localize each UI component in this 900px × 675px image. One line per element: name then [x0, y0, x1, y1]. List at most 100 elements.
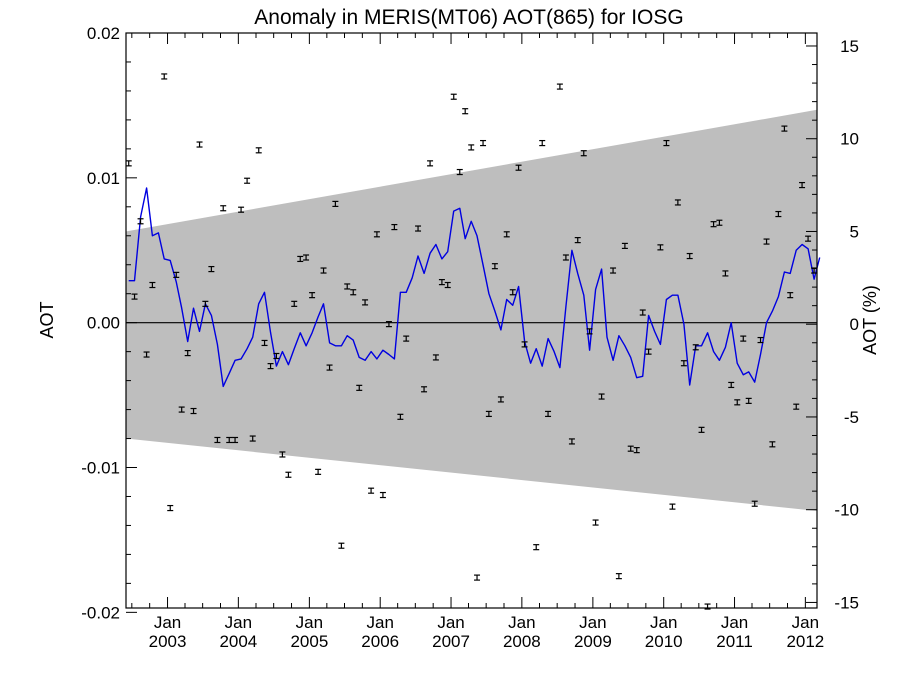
data-point — [533, 544, 540, 551]
data-point — [787, 292, 794, 299]
data-point — [261, 339, 268, 347]
data-point — [692, 344, 699, 351]
x-tick-label-year: 2006 — [361, 632, 399, 651]
x-tick-label-year: 2012 — [786, 632, 824, 651]
data-point — [497, 396, 504, 403]
data-point — [728, 381, 735, 389]
data-point — [686, 252, 693, 260]
data-point — [450, 93, 457, 100]
x-tick-label-year: 2007 — [432, 632, 470, 651]
data-point — [674, 199, 681, 206]
x-tick-label-month: Jan — [154, 613, 181, 632]
y-tick-label-right: 15 — [840, 37, 859, 56]
data-point — [545, 410, 552, 418]
data-point — [226, 436, 233, 444]
data-point — [373, 231, 380, 238]
plot-frame — [125, 32, 818, 609]
data-point — [362, 299, 369, 306]
data-point — [562, 254, 569, 261]
data-points-layer — [125, 73, 818, 610]
data-point — [574, 237, 581, 244]
data-point — [161, 73, 168, 80]
data-point — [740, 335, 747, 342]
data-point — [208, 265, 215, 273]
data-point — [285, 471, 292, 478]
data-point — [303, 254, 310, 261]
data-point — [427, 160, 434, 167]
data-point — [539, 139, 546, 147]
data-point — [391, 223, 398, 231]
data-point — [769, 441, 776, 448]
data-point — [214, 436, 221, 444]
data-point — [344, 283, 351, 290]
data-point — [805, 235, 812, 242]
x-tick-label-year: 2011 — [716, 632, 753, 651]
y-tick-label-right: -15 — [834, 593, 859, 612]
data-point — [480, 139, 487, 147]
data-point — [468, 144, 475, 151]
data-point — [580, 150, 587, 157]
data-point — [403, 335, 410, 342]
data-point — [615, 573, 622, 580]
x-tick-label-year: 2010 — [645, 632, 683, 651]
data-point — [255, 147, 262, 154]
axes-layer: 0.020.010.00-0.01-0.02151050-5-10-15Jan2… — [81, 24, 859, 651]
data-point — [338, 542, 345, 549]
y-tick-label-right: -5 — [844, 408, 859, 427]
data-point — [368, 487, 375, 494]
data-point — [485, 410, 492, 418]
data-point — [610, 267, 617, 274]
data-point — [745, 397, 752, 404]
data-point — [421, 386, 428, 393]
y-axis-label-left: AOT — [37, 301, 57, 338]
data-point — [184, 349, 191, 357]
data-point — [309, 292, 316, 299]
x-tick-label-month: Jan — [650, 613, 677, 632]
data-point — [515, 164, 522, 171]
data-point — [462, 108, 469, 115]
chart-title: Anomaly in MERIS(MT06) AOT(865) for IOSG — [254, 6, 683, 29]
data-point — [220, 205, 227, 212]
y-tick-label-left: 0.01 — [87, 169, 120, 188]
x-tick-label-month: Jan — [296, 613, 323, 632]
data-point — [432, 354, 439, 361]
data-point — [137, 218, 144, 225]
data-point — [633, 447, 640, 454]
y-tick-label-right: 5 — [850, 222, 859, 241]
data-point — [793, 403, 800, 410]
y-tick-label-left: -0.01 — [81, 459, 120, 478]
x-tick-label-month: Jan — [579, 613, 606, 632]
data-point — [196, 141, 203, 148]
y-tick-label-right: -10 — [834, 501, 859, 520]
data-point — [385, 321, 392, 328]
confidence-band-layer — [126, 109, 817, 511]
data-point — [238, 206, 245, 213]
data-point — [757, 336, 764, 344]
confidence-band — [126, 109, 817, 511]
data-point — [267, 363, 274, 370]
x-tick-label-month: Jan — [508, 613, 535, 632]
data-point — [521, 341, 528, 348]
x-tick-label-year: 2005 — [290, 632, 328, 651]
data-point — [474, 574, 481, 581]
data-point — [249, 435, 256, 442]
data-point — [202, 300, 209, 307]
data-point — [775, 210, 782, 218]
data-point — [669, 503, 676, 510]
data-point — [799, 181, 806, 189]
data-point — [734, 399, 741, 406]
data-point — [586, 328, 593, 335]
x-tick-label-month: Jan — [721, 613, 748, 632]
data-point — [444, 281, 451, 289]
smoothed-line-layer — [128, 187, 821, 388]
data-point — [680, 360, 687, 367]
data-point — [627, 445, 634, 452]
data-point — [232, 436, 239, 444]
x-tick-label-year: 2009 — [574, 632, 612, 651]
data-point — [763, 238, 770, 245]
data-point — [291, 300, 298, 307]
data-point — [131, 293, 138, 300]
data-point — [698, 426, 705, 433]
x-tick-label-month: Jan — [792, 613, 819, 632]
data-point — [379, 491, 386, 499]
